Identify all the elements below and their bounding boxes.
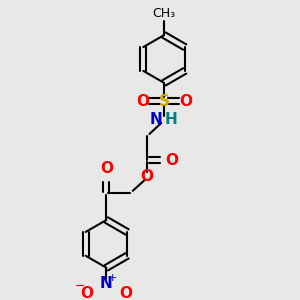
Text: S: S (158, 94, 169, 109)
Text: −: − (75, 280, 86, 293)
Text: O: O (80, 286, 93, 300)
Text: O: O (165, 153, 178, 168)
Text: O: O (100, 161, 113, 176)
Text: +: + (108, 273, 117, 283)
Text: N: N (100, 276, 113, 291)
Text: N: N (150, 112, 163, 127)
Text: O: O (179, 94, 192, 109)
Text: CH₃: CH₃ (152, 7, 176, 20)
Text: O: O (120, 286, 133, 300)
Text: O: O (136, 94, 149, 109)
Text: O: O (141, 169, 154, 184)
Text: H: H (165, 112, 178, 127)
